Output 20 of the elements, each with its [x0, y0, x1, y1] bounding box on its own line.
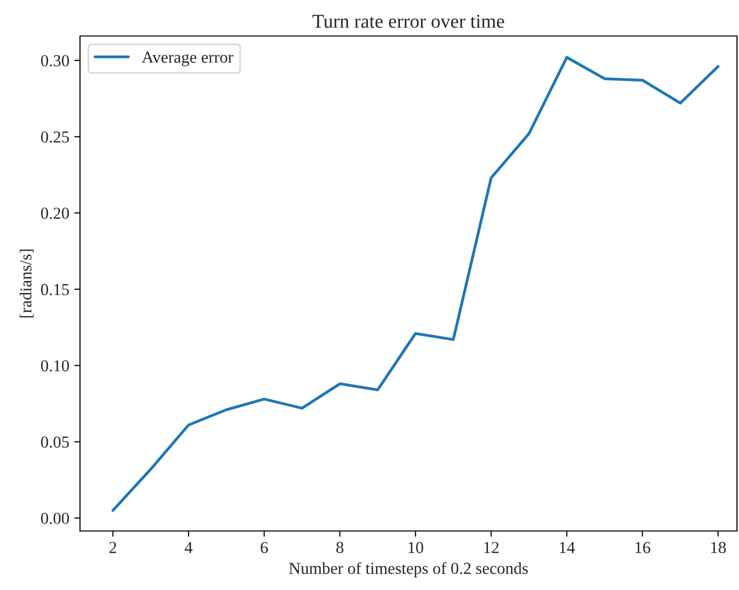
y-tick-label: 0.30 — [41, 55, 69, 66]
y-tick-label: 0.15 — [41, 284, 69, 296]
x-tick-label: 2 — [109, 542, 116, 553]
y-tick-label: 0.05 — [41, 436, 69, 448]
x-tick-label: 8 — [336, 542, 344, 554]
chart-title: Turn rate error over time — [312, 14, 504, 28]
x-tick-label: 18 — [711, 542, 726, 554]
y-tick-label: 0.00 — [41, 512, 69, 524]
x-tick-label: 14 — [560, 542, 575, 553]
x-axis-title: Number of timesteps of 0.2 seconds — [289, 562, 528, 578]
y-tick-label: 0.20 — [41, 208, 69, 219]
x-tick-label: 16 — [636, 542, 650, 554]
y-tick-label: 0.25 — [41, 131, 69, 143]
y-axis-title: [radians/s] — [20, 250, 34, 318]
legend-label: Average error — [142, 52, 234, 66]
x-tick-label: 10 — [408, 542, 424, 554]
x-tick-label: 12 — [484, 542, 499, 553]
x-tick-label: 6 — [260, 542, 268, 554]
x-tick-label: 4 — [184, 542, 192, 553]
y-tick-label: 0.10 — [41, 360, 69, 372]
